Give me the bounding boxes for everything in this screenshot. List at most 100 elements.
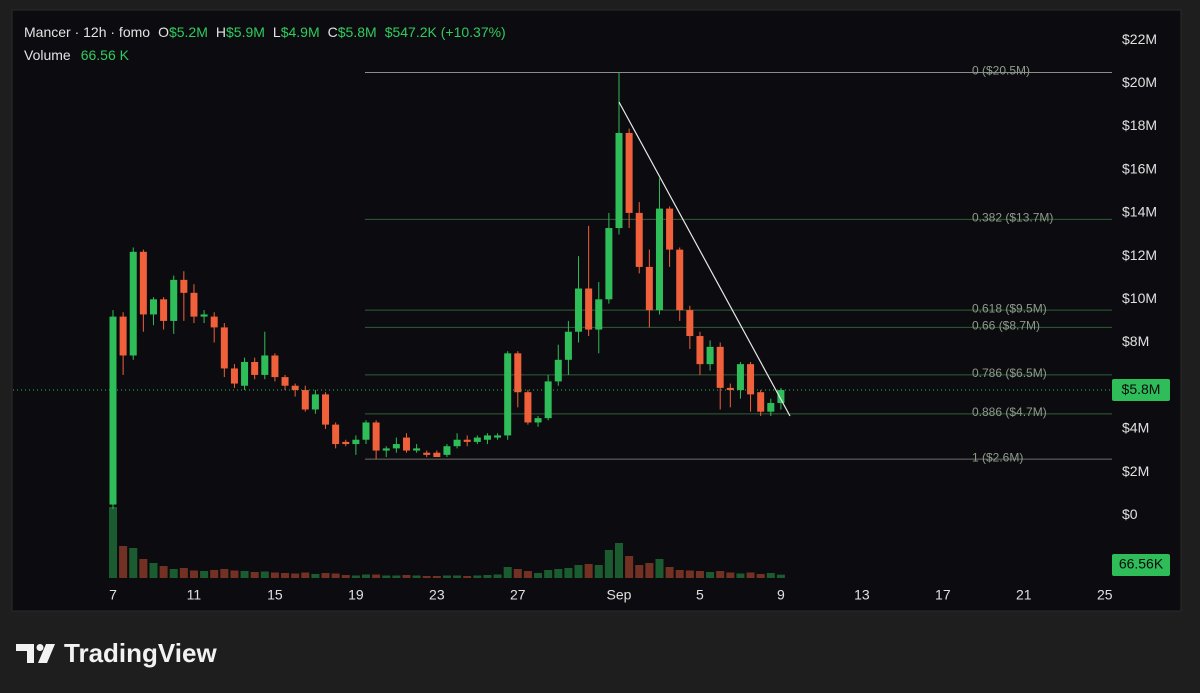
x-tick-label: 19 [348, 587, 364, 603]
candle-body [706, 346, 714, 365]
volume-bar [584, 564, 593, 578]
candle-body [767, 403, 775, 412]
candle-body [504, 353, 512, 436]
candle-body [149, 299, 157, 315]
candle-body [554, 359, 562, 382]
high-value: $5.9M [226, 24, 265, 40]
volume-bar [675, 570, 684, 578]
volume-bar [604, 550, 613, 578]
volume-bar [331, 573, 340, 578]
x-tick-label: 9 [777, 587, 785, 603]
candle-body [655, 208, 663, 311]
volume-bar [523, 571, 532, 578]
brand-name: TradingView [64, 638, 217, 668]
candle-body [534, 418, 542, 423]
close-key: C [328, 24, 338, 40]
volume-bar [574, 565, 583, 578]
candle-body [544, 381, 552, 419]
fib-label: 0 ($20.5M) [972, 64, 1030, 78]
y-tick-label: $12M [1122, 247, 1157, 263]
candle-body [271, 355, 279, 378]
candle-body [605, 228, 613, 300]
volume-bar [594, 565, 603, 578]
x-tick-label: 25 [1097, 587, 1113, 603]
candle-body [190, 292, 198, 317]
high-key: H [216, 24, 226, 40]
candle-body [322, 394, 330, 425]
volume-bar [139, 559, 148, 578]
candle-body [473, 437, 481, 442]
volume-bar [695, 571, 704, 578]
fib-label: 1 ($2.6M) [972, 450, 1023, 464]
candle-body [139, 251, 147, 315]
open-value: $5.2M [169, 24, 208, 40]
candle-body [585, 288, 593, 330]
volume-bar [493, 574, 502, 578]
volume-bar [776, 574, 785, 578]
candle-body [241, 361, 249, 386]
candle-body [109, 316, 117, 505]
y-tick-label: $14M [1122, 204, 1157, 220]
candle-body [392, 444, 400, 449]
candle-body [342, 441, 350, 445]
y-tick-label: $2M [1122, 463, 1149, 479]
volume-legend: Volume 66.56 K [24, 47, 130, 63]
volume-bar [706, 572, 715, 578]
y-tick-label: $4M [1122, 420, 1149, 436]
candle-body [352, 439, 360, 445]
candle-body [291, 385, 299, 391]
close-value: $5.8M [338, 24, 377, 40]
volume-bar [281, 573, 290, 578]
volume-bar [453, 575, 462, 578]
candle-body [463, 439, 471, 442]
volume-bar [422, 576, 431, 578]
volume-bar [716, 571, 725, 578]
logo: TradingView [16, 638, 217, 668]
candle-body [514, 353, 522, 393]
volume-bar [473, 575, 482, 578]
y-tick-label: $10M [1122, 290, 1157, 306]
fib-label: 0.618 ($9.5M) [972, 301, 1047, 315]
candle-body [200, 314, 208, 317]
candle-body [736, 364, 744, 391]
candle-body [119, 316, 127, 356]
candle-body [443, 446, 451, 455]
candle-body [433, 452, 441, 458]
fib-label: 0.66 ($8.7M) [972, 319, 1040, 333]
volume-bar [756, 574, 765, 578]
candle-body [595, 299, 603, 330]
volume-bar [564, 568, 573, 578]
candle-body [129, 251, 137, 356]
y-tick-label: $22M [1122, 31, 1157, 47]
candle-body [483, 435, 491, 440]
volume-bar [655, 559, 664, 578]
price-badge-label: $5.8M [1122, 381, 1161, 397]
volume-bar [109, 507, 117, 578]
candle-body [666, 208, 674, 250]
y-tick-label: $8M [1122, 333, 1149, 349]
volume-bar [169, 569, 178, 578]
volume-bar [189, 570, 198, 578]
volume-bar [210, 570, 219, 578]
fib-label: 0.886 ($4.7M) [972, 405, 1047, 419]
volume-bar [685, 570, 694, 578]
candle-body [645, 266, 653, 311]
volume-bar [665, 567, 674, 578]
logo-mark [16, 644, 34, 663]
candle-body [726, 387, 734, 391]
candle-body [362, 422, 370, 440]
volume-bar [179, 568, 188, 578]
candle-body [615, 132, 623, 229]
volume-bar [544, 570, 553, 578]
volume-bar [746, 572, 755, 578]
candle-body [453, 439, 461, 447]
candle-body [524, 392, 532, 423]
candle-body [575, 288, 583, 332]
candle-body [747, 364, 755, 395]
candle-body [372, 422, 380, 451]
volume-bar [372, 574, 381, 578]
plot-area: $0$2M$4M$6M$8M$10M$12M$14M$16M$18M$20M$2… [13, 31, 1170, 603]
candle-body [210, 316, 218, 328]
candle-body [635, 212, 643, 267]
